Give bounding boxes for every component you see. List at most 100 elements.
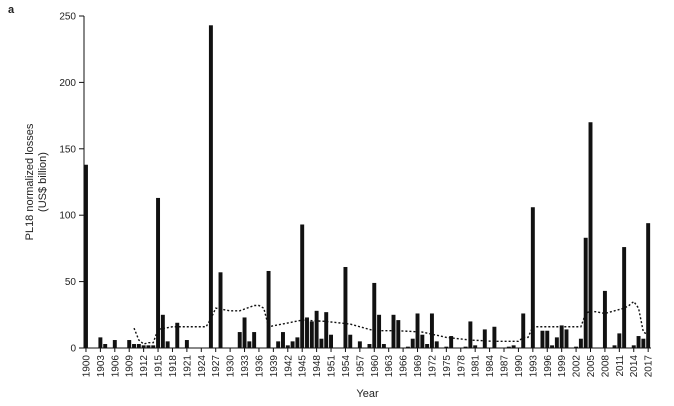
x-tick-label-1912: 1912 bbox=[139, 355, 150, 378]
bar-1951 bbox=[329, 334, 333, 348]
x-tick-label-1987: 1987 bbox=[500, 355, 511, 378]
y-axis-title-line2: (US$ billion) bbox=[37, 152, 49, 212]
panel-label: a bbox=[8, 4, 15, 16]
bar-1965 bbox=[396, 320, 401, 348]
bar-2014 bbox=[631, 345, 636, 348]
bar-1962 bbox=[381, 344, 386, 348]
x-tick-label-1936: 1936 bbox=[254, 355, 265, 378]
bar-1949 bbox=[319, 338, 324, 348]
x-tick-label-1996: 1996 bbox=[543, 355, 554, 378]
bar-1971 bbox=[425, 344, 430, 348]
bar-1938 bbox=[266, 270, 271, 348]
bar-1916 bbox=[160, 314, 165, 348]
bar-2003 bbox=[578, 338, 583, 348]
bar-1909 bbox=[127, 340, 132, 348]
bar-1985 bbox=[492, 326, 497, 348]
x-tick-label-2017: 2017 bbox=[644, 355, 655, 378]
x-tick-label-1909: 1909 bbox=[125, 355, 136, 378]
trend-line-group bbox=[133, 300, 649, 345]
bar-1960 bbox=[372, 282, 377, 348]
x-tick-label-1981: 1981 bbox=[471, 355, 482, 378]
bar-1980 bbox=[468, 321, 473, 348]
bar-1942 bbox=[285, 345, 290, 348]
bar-2016 bbox=[641, 338, 646, 348]
bar-1903 bbox=[98, 337, 103, 348]
bar-1976 bbox=[449, 336, 454, 348]
x-tick-label-1942: 1942 bbox=[283, 355, 294, 378]
bar-1934 bbox=[247, 341, 252, 348]
bar-2000 bbox=[564, 329, 569, 348]
bar-1913 bbox=[146, 345, 151, 348]
bar-1957 bbox=[357, 341, 362, 348]
bar-2005 bbox=[588, 122, 593, 349]
bar-1935 bbox=[252, 332, 257, 348]
y-tick-label-100: 100 bbox=[59, 211, 76, 222]
bar-1944 bbox=[295, 337, 300, 348]
x-tick-label-2005: 2005 bbox=[586, 355, 597, 378]
bar-1948 bbox=[314, 310, 319, 348]
x-tick-label-1990: 1990 bbox=[514, 355, 525, 378]
x-tick-label-1954: 1954 bbox=[341, 355, 352, 378]
x-tick-label-1960: 1960 bbox=[370, 355, 381, 378]
bar-1950 bbox=[324, 312, 329, 348]
y-axis-title-line1: PL18 normalized losses bbox=[24, 123, 36, 240]
y-tick-label-50: 50 bbox=[65, 277, 77, 288]
bar-1959 bbox=[367, 344, 372, 348]
bar-1904 bbox=[103, 344, 108, 348]
bar-1967 bbox=[405, 346, 410, 348]
x-tick-label-1975: 1975 bbox=[442, 355, 453, 378]
x-tick-label-1951: 1951 bbox=[327, 355, 338, 378]
x-tick-label-1903: 1903 bbox=[96, 355, 107, 378]
x-axis-title: Year bbox=[356, 388, 379, 400]
trend-line bbox=[133, 300, 649, 345]
bar-1972 bbox=[429, 313, 434, 348]
bar-1983 bbox=[482, 329, 487, 348]
bar-1915 bbox=[156, 197, 161, 348]
x-tick-label-1930: 1930 bbox=[226, 355, 237, 378]
bar-1970 bbox=[420, 334, 425, 348]
bar-1900 bbox=[84, 164, 88, 348]
x-tick-label-1924: 1924 bbox=[197, 355, 208, 378]
bar-1995 bbox=[540, 330, 545, 348]
bar-1981 bbox=[473, 345, 478, 348]
y-tick-label-250: 250 bbox=[59, 12, 76, 23]
bar-1928 bbox=[218, 272, 223, 348]
bar-1911 bbox=[136, 344, 141, 348]
x-tick-label-2002: 2002 bbox=[572, 355, 583, 378]
bar-1993 bbox=[530, 207, 535, 348]
bar-2011 bbox=[617, 333, 622, 348]
x-tick-label-2008: 2008 bbox=[600, 355, 611, 378]
x-tick-label-1963: 1963 bbox=[384, 355, 395, 378]
bar-2002 bbox=[574, 346, 579, 348]
x-tick-label-2014: 2014 bbox=[629, 355, 640, 378]
x-tick-label-1906: 1906 bbox=[110, 355, 121, 378]
bar-1996 bbox=[545, 330, 550, 348]
bar-1947 bbox=[309, 321, 314, 348]
bar-1912 bbox=[141, 345, 146, 348]
x-tick-label-1939: 1939 bbox=[269, 355, 280, 378]
bar-1968 bbox=[410, 338, 415, 348]
bar-1973 bbox=[434, 341, 439, 348]
x-tick-label-1933: 1933 bbox=[240, 355, 251, 378]
bar-1932 bbox=[237, 332, 242, 348]
bar-1975 bbox=[444, 346, 449, 348]
bar-1940 bbox=[276, 341, 281, 348]
bar-2017 bbox=[646, 223, 651, 348]
x-tick-label-1993: 1993 bbox=[528, 355, 539, 378]
x-tick-label-1972: 1972 bbox=[427, 355, 438, 378]
bar-1921 bbox=[184, 340, 189, 348]
x-tick-label-1900: 1900 bbox=[81, 355, 92, 378]
y-tick-label-200: 200 bbox=[59, 78, 76, 89]
x-tick-label-1969: 1969 bbox=[413, 355, 424, 378]
bar-2015 bbox=[636, 336, 641, 348]
bar-1999 bbox=[559, 325, 564, 348]
x-tick-label-1945: 1945 bbox=[298, 355, 309, 378]
y-tick-label-0: 0 bbox=[70, 344, 76, 355]
x-tick-label-2011: 2011 bbox=[615, 355, 626, 377]
bar-1979 bbox=[463, 346, 468, 348]
x-tick-label-1999: 1999 bbox=[557, 355, 568, 378]
bar-1906 bbox=[112, 340, 117, 348]
x-tick-label-1966: 1966 bbox=[399, 355, 410, 378]
